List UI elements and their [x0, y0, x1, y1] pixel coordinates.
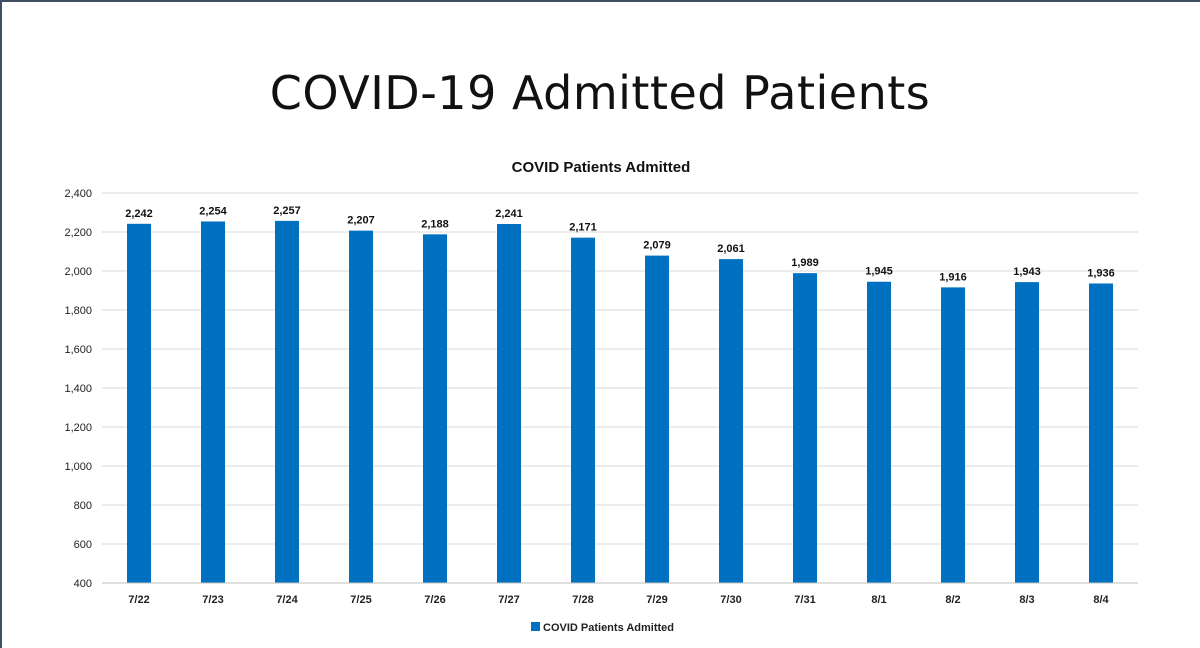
- data-label: 2,241: [495, 208, 523, 220]
- y-axis-ticks: 400 600 800 1,000 1,200 1,400 1,600 1,800 2,000 2…: [64, 188, 92, 590]
- bar: [941, 287, 965, 583]
- legend-label: COVID Patients Admitted: [543, 622, 674, 634]
- x-tick-label: 7/29: [646, 594, 667, 606]
- data-label: 2,207: [347, 215, 375, 227]
- x-tick-label: 7/30: [720, 594, 741, 606]
- x-tick-label: 8/2: [945, 594, 960, 606]
- x-tick-label: 8/3: [1019, 594, 1034, 606]
- x-tick-label: 7/24: [276, 594, 298, 606]
- x-tick-label: 7/26: [424, 594, 445, 606]
- legend: COVID Patients Admitted: [531, 622, 674, 634]
- data-label: 2,257: [273, 205, 301, 217]
- bar: [349, 230, 373, 583]
- bars: [127, 220, 1113, 583]
- data-label: 1,916: [939, 271, 967, 283]
- x-tick-label: 7/25: [350, 594, 371, 606]
- data-label: 2,242: [125, 208, 153, 220]
- gridlines: [102, 192, 1138, 545]
- data-label: 1,989: [791, 257, 819, 269]
- bar: [275, 220, 299, 583]
- y-tick-label: 2,000: [64, 266, 92, 278]
- y-tick-label: 1,200: [64, 422, 92, 434]
- x-axis-ticks: 7/22 7/23 7/24 7/25 7/26 7/27 7/28 7/29 7/30 7/31…: [128, 594, 1109, 606]
- x-tick-label: 7/22: [128, 594, 149, 606]
- y-tick-label: 1,400: [64, 383, 92, 395]
- y-tick-label: 800: [74, 500, 92, 512]
- y-tick-label: 1,600: [64, 344, 92, 356]
- bar: [571, 237, 595, 583]
- data-label: 1,936: [1087, 267, 1115, 279]
- bar: [423, 234, 447, 583]
- data-label: 1,945: [865, 266, 893, 278]
- data-label: 2,188: [421, 218, 449, 230]
- x-tick-label: 7/27: [498, 594, 519, 606]
- y-tick-label: 600: [74, 539, 92, 551]
- x-tick-label: 7/28: [572, 594, 593, 606]
- chart-title: COVID Patients Admitted: [512, 159, 691, 176]
- bar: [867, 281, 891, 583]
- x-tick-label: 7/31: [794, 594, 815, 606]
- bar: [497, 224, 521, 583]
- data-labels: 2,242 2,254 2,257 2,207 2,188 2,241 2,171 2,079…: [125, 205, 1115, 283]
- slide-title: COVID-19 Admitted Patients: [269, 66, 931, 120]
- legend-swatch: [531, 622, 540, 631]
- y-tick-label: 2,200: [64, 227, 92, 239]
- data-label: 2,171: [569, 222, 597, 234]
- x-tick-label: 8/4: [1093, 594, 1109, 606]
- bar: [201, 221, 225, 583]
- x-tick-label: 7/23: [202, 594, 223, 606]
- data-label: 2,061: [717, 243, 745, 255]
- bar: [1089, 283, 1113, 583]
- y-tick-label: 1,000: [64, 461, 92, 473]
- bar: [793, 273, 817, 583]
- bar: [127, 223, 151, 583]
- y-tick-label: 1,800: [64, 305, 92, 317]
- data-label: 2,254: [199, 205, 227, 217]
- y-tick-label: 2,400: [64, 188, 92, 200]
- bar: [1015, 282, 1039, 583]
- y-tick-label: 400: [74, 578, 92, 590]
- data-label: 1,943: [1013, 266, 1041, 278]
- bar: [645, 255, 669, 583]
- data-label: 2,079: [643, 240, 671, 252]
- bar: [719, 259, 743, 583]
- x-tick-label: 8/1: [871, 594, 886, 606]
